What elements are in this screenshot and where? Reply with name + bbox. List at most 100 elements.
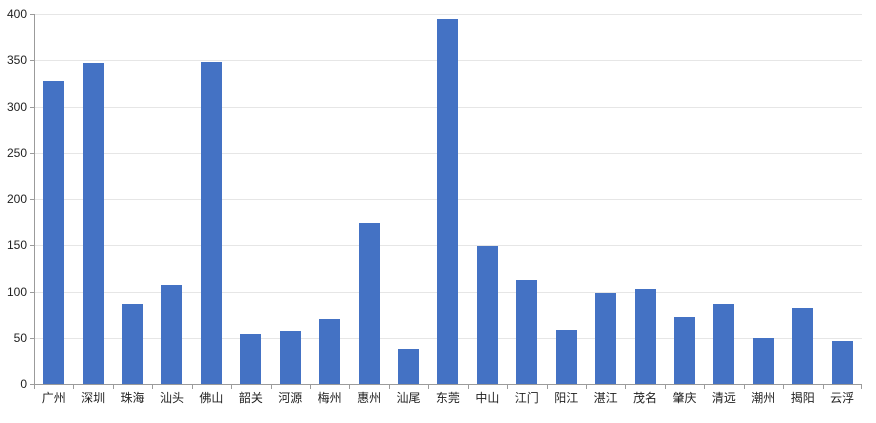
x-tick-label-汕头: 汕头 [159,391,184,405]
x-tick-label-揭阳: 揭阳 [790,391,815,405]
gridline-400 [34,14,862,15]
bar-肇庆 [673,317,695,384]
bar-清远 [713,304,735,384]
x-tick-6 [270,384,272,389]
bar-slot-梅州 [310,14,349,384]
y-tick-350 [30,60,34,62]
x-tick-label-湛江: 湛江 [593,391,618,405]
y-tick-label-0: 0 [20,377,27,391]
x-tick-13 [546,384,548,389]
y-tick-label-250: 250 [6,145,27,160]
bar-河源 [279,331,301,384]
bar-slot-云浮 [822,14,861,384]
x-tick-15 [625,384,627,389]
x-tick-12 [507,384,509,389]
bar-东莞 [437,18,459,384]
x-tick-label-潮州: 潮州 [751,391,776,405]
bar-广州 [43,80,65,384]
y-tick-300 [30,106,34,108]
y-tick-150 [30,245,34,247]
x-tick-label-肇庆: 肇庆 [672,391,697,405]
bar-slot-肇庆 [665,14,704,384]
x-tick-5 [231,384,233,389]
x-axis-labels: 广州 深圳 珠海 汕头 佛山 韶关 河源 梅州 惠州 汕尾 东莞 中山 江门 阳江 湛江 茂名 肇庆 清远 潮州 揭阳… [34,390,862,408]
bar-slot-汕尾 [389,14,428,384]
y-tick-label-150: 150 [6,238,27,253]
y-tick-0 [30,384,34,385]
x-tick-label-汕尾: 汕尾 [396,391,421,405]
x-tick-18 [743,384,745,389]
bar-云浮 [831,341,853,384]
bar-slot-揭阳 [783,14,822,384]
x-tick-label-珠海: 珠海 [120,391,145,405]
bar-汕头 [161,285,183,384]
y-tick-50 [30,337,34,339]
bar-韶关 [240,334,262,384]
y-axis: 0 50 100 150 200 250 300 350 400 [0,0,34,423]
bar-深圳 [82,63,104,384]
x-tick-10 [428,384,430,389]
bar-中山 [476,246,498,384]
bar-slot-东莞 [428,14,467,384]
x-tick-4 [191,384,193,389]
bar-slot-湛江 [586,14,625,384]
x-tick-label-深圳: 深圳 [81,391,106,405]
bar-梅州 [319,319,341,384]
bar-slot-佛山 [192,14,231,384]
x-tick-label-清远: 清远 [711,391,736,405]
bar-slot-阳江 [546,14,585,384]
bar-slot-潮州 [744,14,783,384]
x-tick-2 [112,384,114,389]
x-tick-9 [388,384,390,389]
x-tick-7 [309,384,311,389]
x-tick-0 [34,384,35,389]
bar-珠海 [122,303,144,384]
bar-slot-中山 [468,14,507,384]
x-tick-label-河源: 河源 [278,391,303,405]
bar-slot-韶关 [231,14,270,384]
y-tick-250 [30,152,34,154]
x-tick-21 [861,384,862,389]
bar-湛江 [595,293,617,384]
y-tick-label-200: 200 [6,192,27,206]
x-tick-16 [664,384,666,389]
x-tick-label-惠州: 惠州 [357,391,382,405]
y-tick-label-100: 100 [6,284,27,299]
x-tick-label-东莞: 东莞 [435,391,460,405]
bar-slot-广州 [34,14,73,384]
x-tick-label-佛山: 佛山 [199,391,224,405]
x-tick-label-梅州: 梅州 [317,391,342,405]
bar-潮州 [752,337,774,384]
bar-slot-清远 [704,14,743,384]
bar-揭阳 [792,308,814,384]
bar-slot-珠海 [113,14,152,384]
x-tick-label-韶关: 韶关 [238,391,263,405]
bar-阳江 [555,330,577,384]
y-tick-400 [30,14,34,15]
x-tick-label-江门: 江门 [514,391,539,405]
bar-slot-惠州 [349,14,388,384]
y-tick-200 [30,199,34,200]
x-ticks [34,384,862,390]
x-axis-line [34,384,862,385]
bar-slot-汕头 [152,14,191,384]
x-tick-3 [152,384,154,389]
x-tick-label-广州: 广州 [41,391,66,405]
x-tick-label-阳江: 阳江 [554,391,579,405]
x-tick-label-云浮: 云浮 [830,391,855,405]
bar-slot-江门 [507,14,546,384]
x-tick-17 [704,384,706,389]
y-tick-100 [30,291,34,293]
x-tick-label-茂名: 茂名 [633,391,658,405]
bar-slot-河源 [271,14,310,384]
x-tick-1 [73,384,75,389]
y-tick-label-350: 350 [6,53,27,68]
bar-汕尾 [398,348,419,384]
x-tick-11 [467,384,469,389]
bar-茂名 [634,288,656,384]
y-axis-line [34,14,35,384]
y-tick-label-400: 400 [6,7,27,21]
bar-江门 [516,280,538,384]
y-tick-label-50: 50 [13,330,27,345]
